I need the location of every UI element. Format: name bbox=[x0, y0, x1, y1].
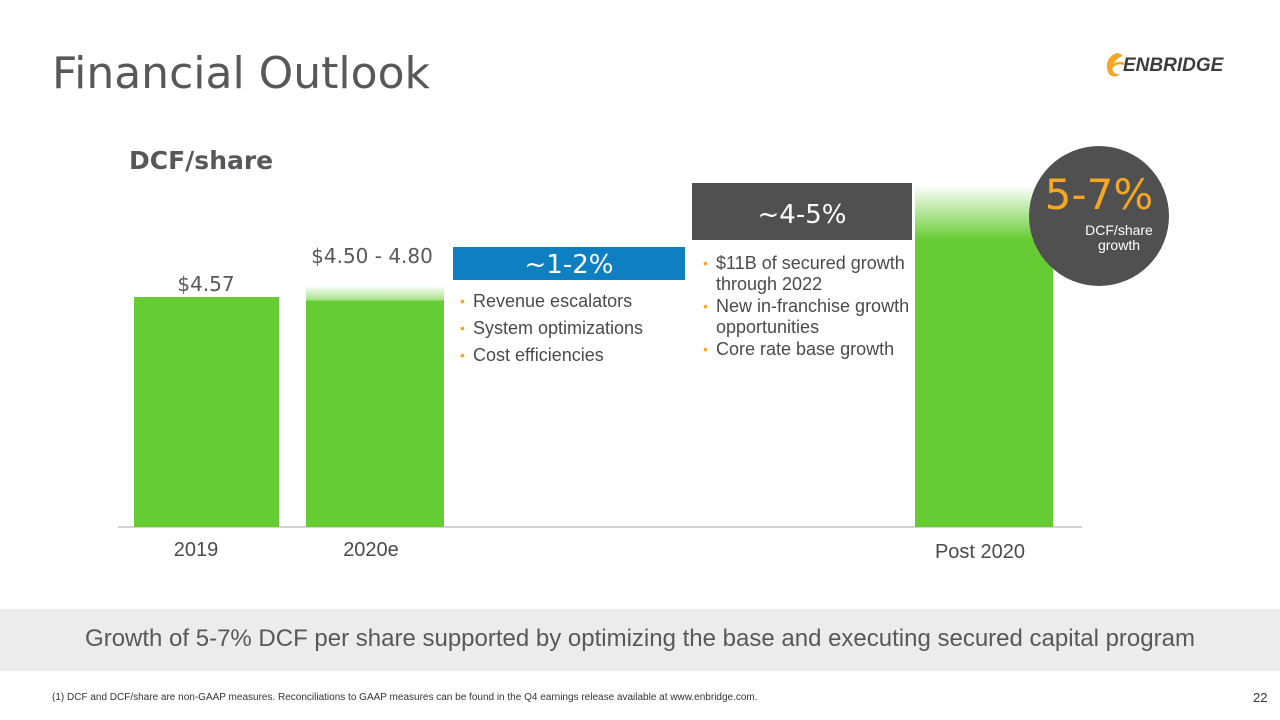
enbridge-logo: ENBRIDGE bbox=[1103, 50, 1237, 80]
tick-label-post-2020: Post 2020 bbox=[935, 541, 1025, 563]
bullet-icon: • bbox=[460, 320, 465, 336]
list-item: • New in-franchise growth opportunities bbox=[703, 296, 910, 337]
list-item: • $11B of secured growth through 2022 bbox=[703, 253, 905, 294]
value-label-2019: $4.57 bbox=[177, 272, 234, 296]
bullet-icon: • bbox=[460, 293, 465, 309]
page-title: Financial Outlook bbox=[52, 48, 430, 99]
bullet-icon: • bbox=[703, 255, 708, 271]
value-label-2020e: $4.50 - 4.80 bbox=[311, 244, 433, 268]
chart-title: DCF/share bbox=[129, 146, 274, 175]
list-item: • System optimizations bbox=[460, 318, 644, 338]
bullet-icon: • bbox=[460, 347, 465, 363]
bar-2019 bbox=[134, 297, 279, 527]
banner-text: Growth of 5-7% DCF per share supported b… bbox=[85, 625, 1195, 652]
list-item: • Revenue escalators bbox=[460, 291, 633, 311]
growth-step-small-bullets: • Revenue escalators • System optimization… bbox=[460, 291, 690, 372]
callout-value: 5-7% bbox=[1044, 170, 1154, 219]
growth-step-small: ~1-2% bbox=[453, 247, 685, 280]
growth-step-large: ~4-5% bbox=[692, 183, 912, 240]
bar-post-2020 bbox=[915, 240, 1053, 527]
bullet-icon: • bbox=[703, 341, 708, 357]
tick-label-2020e: 2020e bbox=[343, 539, 399, 561]
page-number: 22 bbox=[1253, 690, 1268, 705]
logo-wordmark: ENBRIDGE bbox=[1123, 55, 1224, 76]
growth-step-large-bullets: • $11B of secured growth through 2022 • Ne… bbox=[703, 253, 923, 361]
growth-callout-circle: 5-7% DCF/share growth bbox=[1029, 146, 1169, 286]
key-message-banner: Growth of 5-7% DCF per share supported b… bbox=[0, 609, 1280, 671]
logo-flame-icon bbox=[1106, 53, 1125, 77]
dcf-chart: $4.57 $4.50 - 4.80 2019 2020e Post 2020 bbox=[118, 185, 1082, 563]
bullet-icon: • bbox=[703, 298, 708, 314]
bar-2020e-range bbox=[306, 285, 444, 301]
tick-label-2019: 2019 bbox=[174, 539, 219, 561]
list-item: • Core rate base growth bbox=[703, 339, 895, 359]
bar-2020e bbox=[306, 300, 444, 527]
callout-subtitle: DCF/share growth bbox=[1085, 222, 1153, 253]
list-item: • Cost efficiencies bbox=[460, 345, 604, 365]
footnote: (1) DCF and DCF/share are non-GAAP measu… bbox=[52, 692, 758, 703]
